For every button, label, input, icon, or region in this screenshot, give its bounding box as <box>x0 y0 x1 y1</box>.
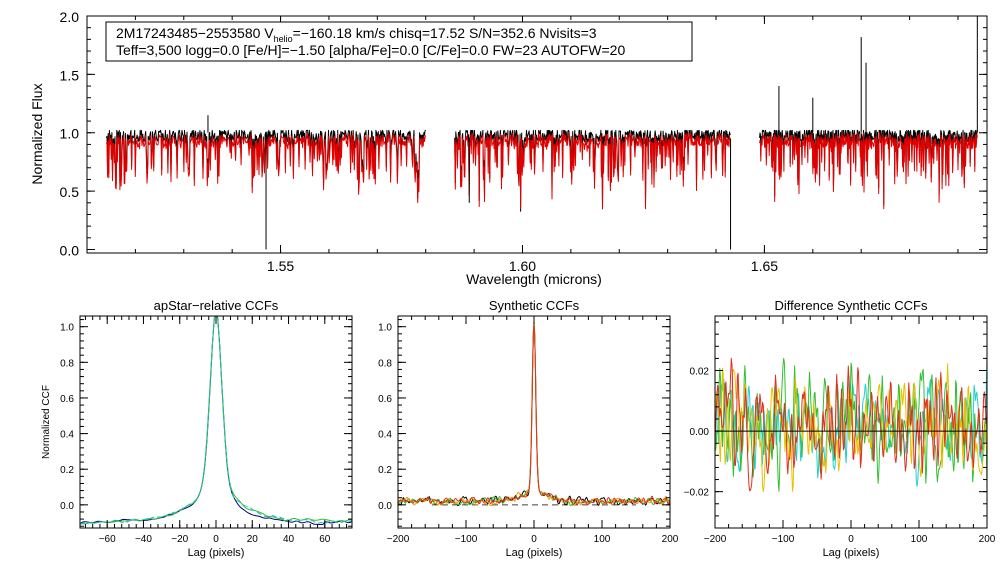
y-tick-label: 0.02 <box>690 367 710 378</box>
y-tick-label: 2.0 <box>60 9 80 25</box>
spectrum-info-box: 2M17243485−2553580 Vhelio=−160.18 km/s c… <box>105 21 693 62</box>
synthetic-ccf-frame <box>397 315 671 529</box>
y-tick-label: 0.2 <box>378 465 392 476</box>
y-tick-label: 0.8 <box>378 358 392 369</box>
apstar-ccf-line-visit-1 <box>80 316 352 525</box>
y-tick-label: 1.0 <box>60 323 74 334</box>
x-tick-label: 60 <box>319 534 331 545</box>
apstar-ccf-title: apStar−relative CCFs <box>154 298 279 313</box>
x-tick-label: 1.65 <box>751 258 778 274</box>
spectrum-xlabel: Wavelength (microns) <box>466 271 602 287</box>
x-tick-label: −100 <box>455 534 478 545</box>
synthetic-ccf-title: Synthetic CCFs <box>489 298 580 313</box>
info-line-2: Teff=3,500 logg=0.0 [Fe/H]=−1.50 [alpha/… <box>116 42 625 58</box>
apstar-ccf-frame <box>79 315 353 529</box>
y-tick-label: 0.4 <box>60 430 74 441</box>
x-tick-label: 0 <box>213 534 219 545</box>
y-tick-label: 1.5 <box>60 67 80 83</box>
x-tick-label: −200 <box>704 534 727 545</box>
y-tick-label: 0.8 <box>60 358 74 369</box>
x-tick-label: 0 <box>531 534 537 545</box>
difference-ccf-line-visit-4 <box>715 357 987 492</box>
x-tick-label: 100 <box>594 534 611 545</box>
y-tick-label: 0.4 <box>378 430 392 441</box>
apstar-ccf-ticks: −60 −40 −20 0 20 40 60 0.0 0.2 0.4 0.6 0.8 1.0 <box>60 316 352 545</box>
synthetic-ccf-xlabel: Lag (pixels) <box>506 547 563 559</box>
difference-ccf-xlabel: Lag (pixels) <box>823 547 880 559</box>
synthetic-ccf-panel: Synthetic CCFs −200 −100 0 100 200 0.0 0.2 0.4 0… <box>378 298 679 559</box>
x-tick-label: −20 <box>171 534 188 545</box>
apstar-ccf-curves <box>80 316 352 525</box>
model-spectrum-line <box>759 132 978 210</box>
x-tick-label: 100 <box>911 534 928 545</box>
apstar-ccf-line-visit-2 <box>80 316 352 525</box>
apstar-ccf-xlabel: Lag (pixels) <box>188 547 245 559</box>
info-line-1: 2M17243485−2553580 Vhelio=−160.18 km/s c… <box>116 25 597 44</box>
difference-ccf-curves <box>715 357 987 493</box>
x-tick-label: −200 <box>387 534 410 545</box>
x-tick-label: 20 <box>247 534 259 545</box>
y-tick-label: 0.5 <box>60 184 80 200</box>
apstar-ccf-ylabel: Normalized CCF <box>41 385 52 459</box>
difference-ccf-panel: Difference Synthetic CCFs −200 −100 0 100 20… <box>684 298 996 559</box>
info-box-frame <box>105 21 693 62</box>
y-tick-label: −0.02 <box>684 488 710 499</box>
synthetic-ccf-line-visit-4 <box>398 321 670 506</box>
model-spectrum-line <box>454 132 731 210</box>
y-tick-label: 0.2 <box>60 465 74 476</box>
synthetic-ccf-line-visit-1 <box>398 324 670 507</box>
spectrum-frame <box>86 15 988 254</box>
x-tick-label: −100 <box>772 534 795 545</box>
x-tick-label: 1.55 <box>267 258 294 274</box>
apstar-ccf-panel: apStar−relative CCFs −60 −40 −20 0 20 40 60 0.0… <box>41 298 353 559</box>
y-tick-label: 0.0 <box>60 242 80 258</box>
y-tick-label: 0.0 <box>378 501 392 512</box>
y-tick-label: 1.0 <box>60 126 80 142</box>
synthetic-ccf-line-visit-3 <box>398 321 670 507</box>
x-tick-label: 200 <box>979 534 996 545</box>
y-tick-label: 0.6 <box>60 394 74 405</box>
difference-ccf-ticks: −200 −100 0 100 200 −0.02 0.00 0.02 <box>684 316 996 545</box>
synthetic-ccf-ticks: −200 −100 0 100 200 0.0 0.2 0.4 0.6 0.8 1.0 <box>378 316 679 545</box>
spectrum-panel: 1.55 1.60 1.65 0.0 0.5 1.0 1.5 2.0 2M17243485−2… <box>29 9 988 287</box>
y-tick-label: 0.6 <box>378 394 392 405</box>
spectrum-ticks: 1.55 1.60 1.65 0.0 0.5 1.0 1.5 2.0 <box>60 9 987 274</box>
x-tick-label: −60 <box>99 534 116 545</box>
y-tick-label: 0.00 <box>690 427 710 438</box>
spectrum-curves <box>105 16 978 250</box>
x-tick-label: 0 <box>848 534 854 545</box>
synthetic-ccf-line-visit-2 <box>398 321 670 507</box>
spectrum-ylabel: Normalized Flux <box>29 83 45 184</box>
x-tick-label: −40 <box>135 534 152 545</box>
y-tick-label: 0.0 <box>60 501 74 512</box>
x-tick-label: 40 <box>283 534 295 545</box>
x-tick-label: 1.60 <box>509 258 536 274</box>
x-tick-label: 200 <box>662 534 679 545</box>
y-tick-label: 1.0 <box>378 323 392 334</box>
difference-ccf-title: Difference Synthetic CCFs <box>775 298 928 313</box>
apstar-ccf-line-visit-3 <box>80 316 352 525</box>
synthetic-ccf-curves <box>398 321 670 507</box>
